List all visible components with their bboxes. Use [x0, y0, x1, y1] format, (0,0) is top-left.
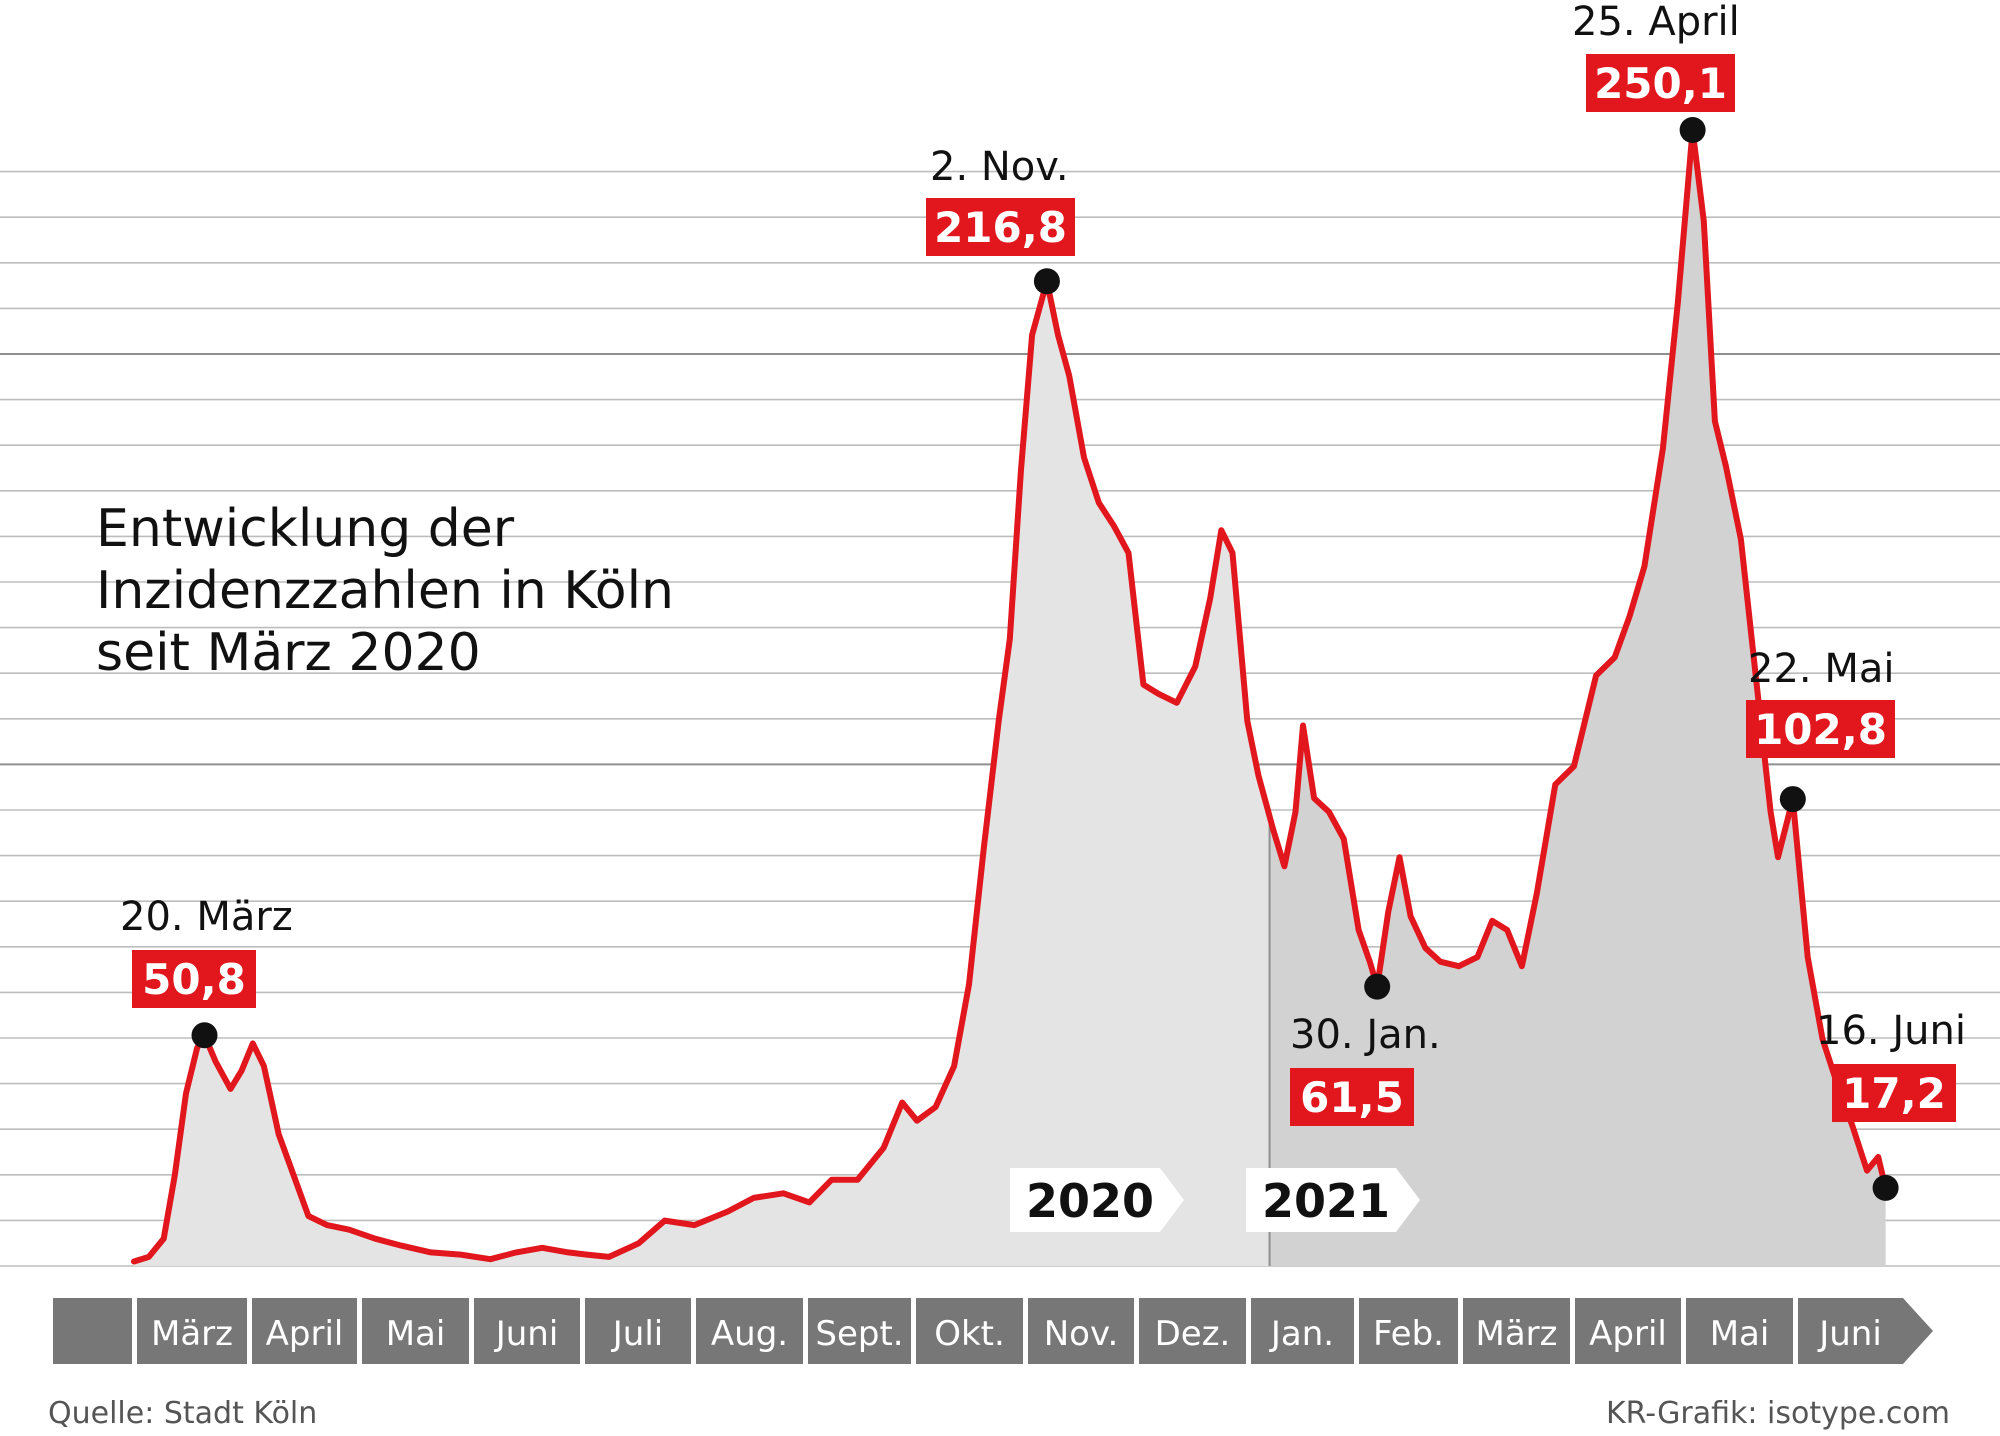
- month-cell: [1251, 1298, 1354, 1364]
- annotation-date: 30. Jan.: [1290, 1012, 1441, 1058]
- month-label: Juni: [1817, 1314, 1882, 1354]
- month-cell: [808, 1298, 911, 1364]
- annotation-value: 102,8: [1754, 705, 1887, 754]
- annotation-value-box: [1746, 700, 1895, 758]
- month-label: Feb.: [1373, 1314, 1444, 1354]
- month-label: Dez.: [1155, 1314, 1231, 1354]
- annotation-date: 25. April: [1572, 0, 1740, 45]
- annotations: 20. März 50,8 2. Nov. 216,8 30. Jan. 61,5 25. …: [120, 0, 1966, 1201]
- month-label: April: [266, 1314, 344, 1354]
- month-cell: [1575, 1298, 1681, 1364]
- month-cell: [1686, 1298, 1793, 1364]
- month-label: Sept.: [815, 1314, 903, 1354]
- title-line-1: Entwicklung der: [96, 499, 515, 559]
- annotation-date: 22. Mai: [1748, 646, 1894, 692]
- month-cell: [137, 1298, 247, 1364]
- month-cell: [1028, 1298, 1134, 1364]
- credit-note: KR-Grafik: isotype.com: [1605, 1396, 1950, 1431]
- series-line: [131, 127, 1889, 1265]
- annotation-value: 17,2: [1842, 1069, 1946, 1118]
- month-label: Mai: [386, 1314, 446, 1354]
- annotation-point: [1364, 973, 1391, 1000]
- annotation-date: 16. Juni: [1816, 1008, 1966, 1054]
- month-cell: [474, 1298, 580, 1364]
- annotation-point: [1033, 268, 1060, 295]
- area-fills: [134, 130, 1886, 1266]
- annotation-value: 250,1: [1594, 59, 1727, 108]
- month-label: März: [151, 1314, 233, 1354]
- month-cell: [362, 1298, 469, 1364]
- annotation-point: [1779, 786, 1806, 813]
- month-label: März: [1476, 1314, 1558, 1354]
- annotation-date: 20. März: [120, 894, 293, 940]
- month-label: April: [1589, 1314, 1667, 1354]
- month-cell: [1463, 1298, 1570, 1364]
- annotation-point: [191, 1022, 218, 1049]
- annotation-value-box: [1586, 54, 1735, 112]
- annotation-date: 2. Nov.: [930, 144, 1069, 190]
- area-2020: [134, 281, 1270, 1266]
- annotation-value-box: [1832, 1064, 1956, 1122]
- month-cell: [585, 1298, 691, 1364]
- year-label-2021: 2021: [1262, 1174, 1390, 1228]
- annotation-value-box: [132, 950, 256, 1008]
- month-axis: März April Mai Juni Juli Aug. Sept. Okt. Nov. Dez…: [53, 1298, 1933, 1364]
- month-cell: [696, 1298, 803, 1364]
- year-tag-2021: [1246, 1168, 1420, 1232]
- month-cell: [916, 1298, 1023, 1364]
- month-label: Aug.: [711, 1314, 788, 1354]
- month-cell: [252, 1298, 357, 1364]
- year-tag-2020: [1010, 1168, 1184, 1232]
- annotation-point: [1679, 117, 1706, 143]
- month-label: Nov.: [1044, 1314, 1119, 1354]
- month-label: Okt.: [934, 1314, 1005, 1354]
- month-label: Juni: [494, 1314, 559, 1354]
- annotation-value-box: [1290, 1068, 1414, 1126]
- year-labels: 2020 2021: [1010, 1168, 1420, 1232]
- title-line-3: seit März 2020: [96, 623, 481, 683]
- area-2021: [1269, 130, 1886, 1266]
- annotation-value-box: [926, 198, 1075, 256]
- annotation-point: [1872, 1174, 1899, 1201]
- year-label-2020: 2020: [1026, 1174, 1154, 1228]
- month-cell: [53, 1298, 132, 1364]
- month-cell: [1798, 1298, 1933, 1364]
- annotation-value: 50,8: [142, 955, 246, 1004]
- title-line-2: Inzidenzzahlen in Köln: [96, 561, 674, 621]
- source-note: Quelle: Stadt Köln: [48, 1396, 318, 1431]
- chart-title: Entwicklung der Inzidenzzahlen in Köln s…: [96, 498, 674, 684]
- month-label: Juli: [611, 1314, 663, 1354]
- month-cell: [1359, 1298, 1458, 1364]
- incidence-line: [131, 127, 1889, 1265]
- annotation-value: 61,5: [1300, 1073, 1404, 1122]
- month-label: Mai: [1710, 1314, 1770, 1354]
- month-cell: [1139, 1298, 1246, 1364]
- annotation-value: 216,8: [934, 203, 1067, 252]
- month-label: Jan.: [1269, 1314, 1334, 1354]
